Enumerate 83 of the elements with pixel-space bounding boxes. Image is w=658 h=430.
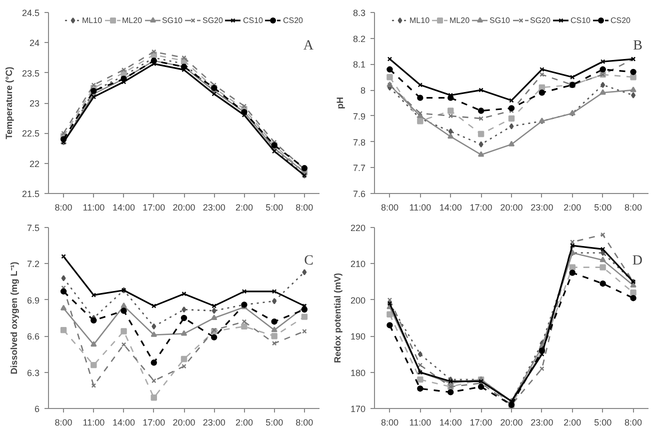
x-tick-label: 20:00 — [172, 202, 196, 212]
x-tick-label: 23:00 — [530, 418, 554, 428]
x-tick-label: 8:00 — [54, 202, 72, 212]
y-tick-label: 7.7 — [352, 163, 366, 174]
x-tick-label: 5:00 — [266, 202, 284, 212]
y-tick-label: 24 — [29, 38, 40, 48]
annotation: A — [303, 38, 314, 54]
y-axis-title: Dissolved oxygen (mg L⁻¹) — [8, 262, 19, 374]
x-tick-label: 8:00 — [624, 202, 642, 212]
x-tick-label: 14:00 — [439, 202, 462, 212]
x-tick-label: 20:00 — [500, 418, 523, 428]
legend-label: CS10 — [242, 16, 263, 24]
legend-label: ML20 — [450, 16, 470, 24]
y-tick-label: 7.6 — [352, 189, 366, 199]
x-tick-label: 14:00 — [439, 418, 462, 428]
x-tick-label: 11:00 — [409, 202, 432, 212]
legend-label: SG20 — [202, 16, 223, 24]
x-tick-label: 23:00 — [530, 202, 554, 212]
annotation: B — [633, 38, 643, 54]
y-tick-label: 7.2 — [26, 259, 40, 270]
y-tick-label: 23 — [29, 98, 40, 108]
y-tick-label: 190 — [350, 332, 366, 342]
x-tick-label: 17:00 — [470, 202, 492, 212]
legend-label: SG20 — [530, 16, 550, 24]
y-tick-label: 180 — [350, 368, 366, 378]
y-tick-label: 6.3 — [26, 368, 40, 378]
x-tick-label: 23:00 — [202, 202, 226, 212]
x-tick-label: 8:00 — [380, 418, 398, 428]
legend-label: CS20 — [610, 16, 630, 24]
annotation: D — [632, 254, 643, 268]
y-tick-label: 22.5 — [22, 128, 40, 139]
x-tick-label: 2:00 — [564, 202, 582, 212]
y-tick-label: 22 — [29, 158, 40, 169]
y-tick-label: 8.2 — [352, 34, 366, 44]
x-tick-label: 5:00 — [594, 418, 612, 428]
x-tick-label: 2:00 — [235, 418, 253, 428]
x-tick-label: 8:00 — [296, 202, 314, 212]
y-axis-title: pH — [334, 97, 345, 109]
legend-label: SG10 — [490, 16, 510, 24]
x-tick-label: 17:00 — [142, 202, 166, 212]
x-tick-label: 17:00 — [470, 418, 492, 428]
y-tick-label: 220 — [350, 223, 366, 233]
legend-label: ML10 — [410, 16, 430, 24]
y-tick-label: 7.5 — [26, 223, 40, 233]
y-tick-label: 6.6 — [26, 332, 40, 342]
legend-label: CS20 — [282, 16, 303, 24]
x-tick-label: 20:00 — [500, 202, 523, 212]
x-tick-label: 11:00 — [82, 202, 105, 212]
x-tick-label: 2:00 — [235, 202, 253, 212]
y-tick-label: 210 — [350, 259, 366, 270]
y-tick-label: 6 — [34, 404, 40, 414]
y-tick-label: 21.5 — [22, 189, 40, 199]
y-tick-label: 8.1 — [352, 60, 366, 70]
y-axis-title: Temperature (°C) — [4, 66, 14, 140]
legend-label: ML20 — [122, 16, 142, 24]
legend-label: CS10 — [570, 16, 590, 24]
y-tick-label: 8 — [360, 86, 366, 96]
x-tick-label: 5:00 — [266, 418, 284, 428]
x-tick-label: 8:00 — [380, 202, 398, 212]
x-tick-label: 8:00 — [296, 418, 314, 428]
y-tick-label: 23.5 — [22, 68, 40, 78]
y-tick-label: 6.9 — [26, 295, 40, 306]
x-tick-label: 14:00 — [112, 418, 136, 428]
x-tick-label: 8:00 — [624, 418, 642, 428]
annotation: C — [304, 254, 314, 268]
x-tick-label: 5:00 — [594, 202, 612, 212]
x-tick-label: 11:00 — [409, 418, 432, 428]
x-tick-label: 8:00 — [54, 418, 72, 428]
legend-label: SG10 — [162, 16, 182, 24]
x-tick-label: 14:00 — [112, 202, 136, 212]
x-tick-label: 23:00 — [202, 418, 226, 428]
y-tick-label: 24.5 — [22, 8, 40, 18]
y-axis-title: Redox potential (mV) — [332, 272, 342, 363]
y-tick-label: 170 — [350, 404, 366, 414]
x-tick-label: 11:00 — [82, 418, 105, 428]
legend-label: ML10 — [82, 16, 102, 24]
x-tick-label: 20:00 — [172, 418, 196, 428]
x-tick-label: 17:00 — [142, 418, 166, 428]
y-tick-label: 7.8 — [352, 137, 366, 148]
x-tick-label: 2:00 — [564, 418, 582, 428]
y-tick-label: 200 — [350, 295, 366, 306]
y-tick-label: 8.3 — [352, 8, 366, 18]
y-tick-label: 7.9 — [352, 111, 366, 122]
